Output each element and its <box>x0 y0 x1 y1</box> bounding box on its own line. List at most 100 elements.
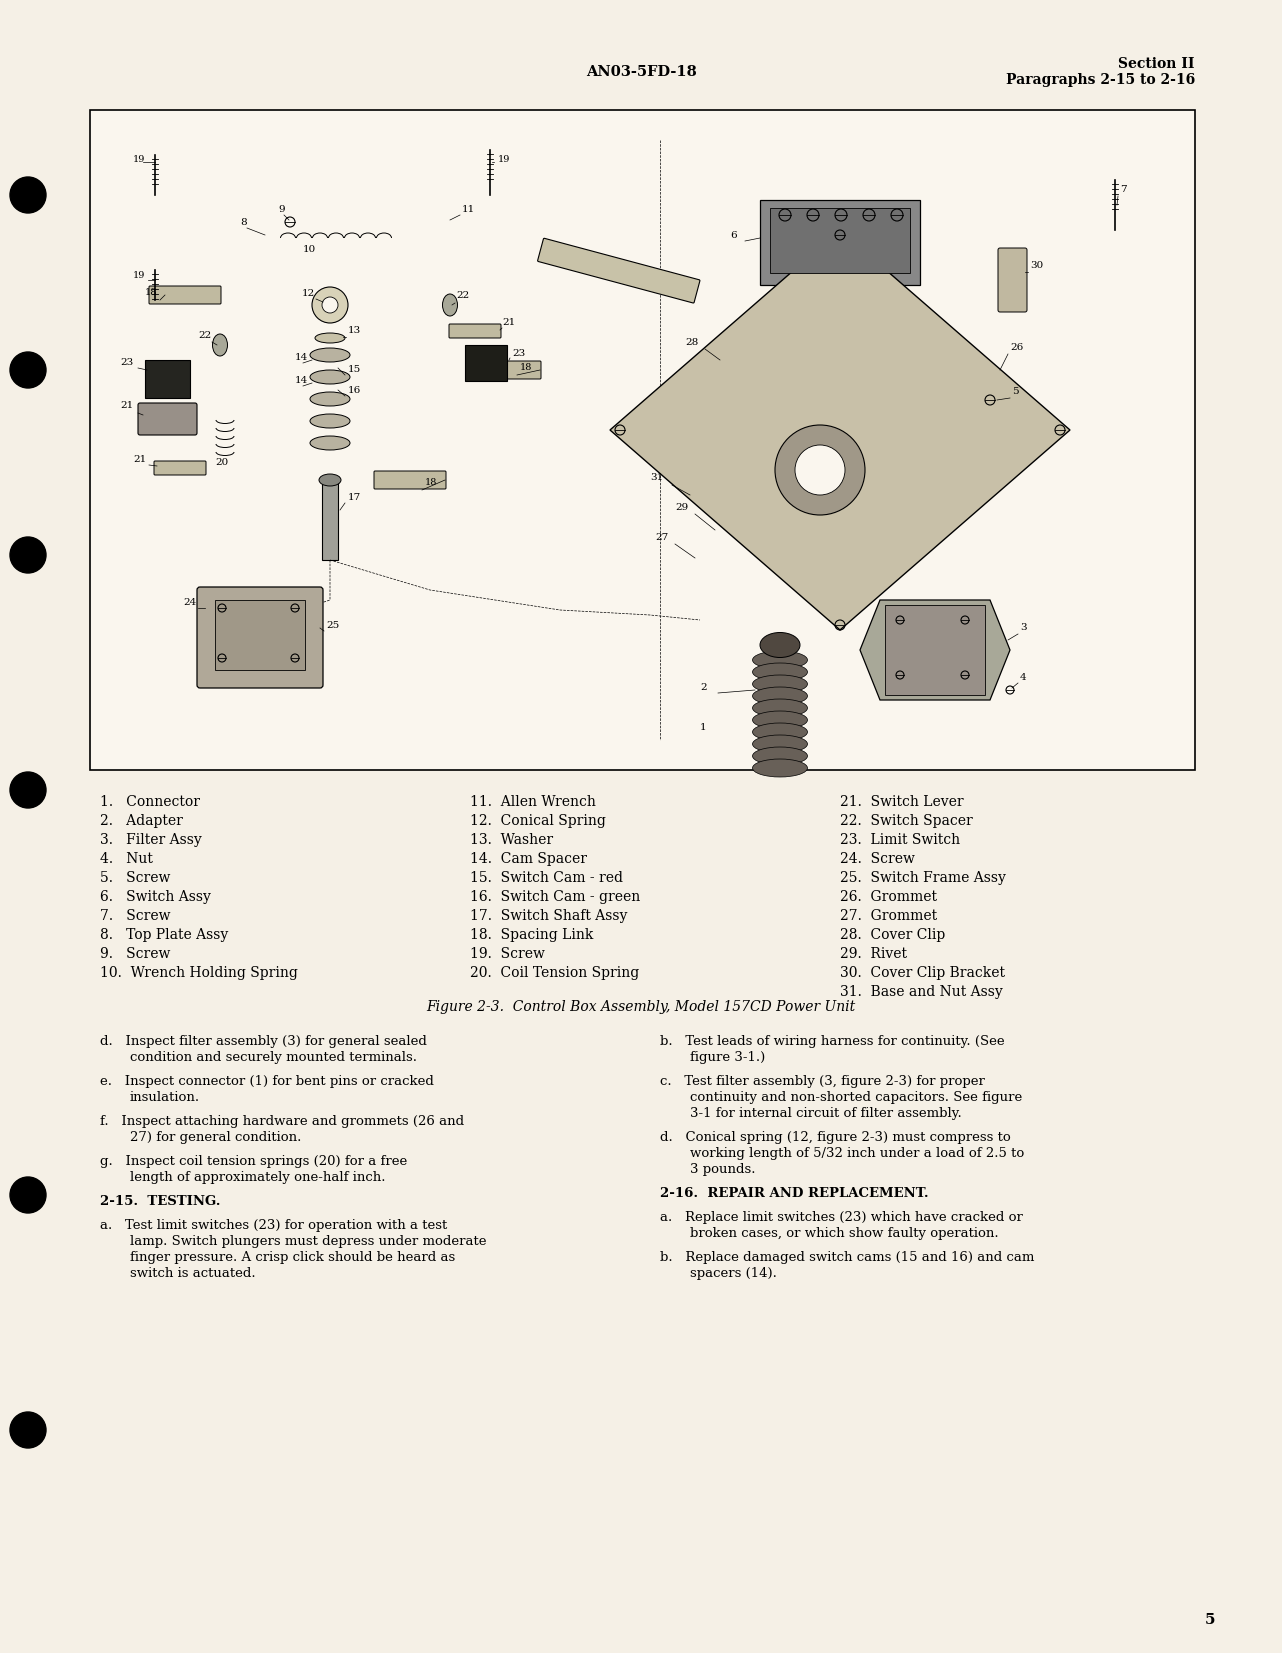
Text: 26.  Grommet: 26. Grommet <box>840 889 937 904</box>
Text: 2-15.  TESTING.: 2-15. TESTING. <box>100 1195 221 1208</box>
Circle shape <box>10 537 46 574</box>
Text: 23: 23 <box>121 359 133 367</box>
Text: working length of 5/32 inch under a load of 2.5 to: working length of 5/32 inch under a load… <box>690 1147 1024 1160</box>
Text: 20: 20 <box>215 458 228 468</box>
Text: 15.  Switch Cam - red: 15. Switch Cam - red <box>470 871 623 884</box>
Text: 20.  Coil Tension Spring: 20. Coil Tension Spring <box>470 965 640 980</box>
Text: 15: 15 <box>347 365 362 374</box>
Text: 22.  Switch Spacer: 22. Switch Spacer <box>840 813 973 828</box>
Ellipse shape <box>753 651 808 669</box>
Text: 11: 11 <box>462 205 476 213</box>
Polygon shape <box>610 230 1070 630</box>
Text: 29: 29 <box>676 503 688 512</box>
Circle shape <box>10 772 46 808</box>
Text: 19: 19 <box>497 155 510 164</box>
Text: 28.  Cover Clip: 28. Cover Clip <box>840 927 945 942</box>
Text: 16: 16 <box>347 387 362 395</box>
Text: b.   Replace damaged switch cams (15 and 16) and cam: b. Replace damaged switch cams (15 and 1… <box>660 1251 1035 1265</box>
Text: AN03-5FD-18: AN03-5FD-18 <box>586 64 696 79</box>
Text: 19.  Screw: 19. Screw <box>470 947 545 960</box>
Text: 22: 22 <box>456 291 469 299</box>
Text: 31: 31 <box>650 473 663 483</box>
Ellipse shape <box>213 334 227 355</box>
Ellipse shape <box>753 711 808 729</box>
Text: d.   Conical spring (12, figure 2-3) must compress to: d. Conical spring (12, figure 2-3) must … <box>660 1131 1010 1144</box>
Ellipse shape <box>760 633 800 658</box>
Ellipse shape <box>753 674 808 693</box>
Text: Section II: Section II <box>1118 56 1195 71</box>
Text: Paragraphs 2-15 to 2-16: Paragraphs 2-15 to 2-16 <box>1006 73 1195 88</box>
Text: 4.   Nut: 4. Nut <box>100 851 153 866</box>
FancyBboxPatch shape <box>154 461 206 474</box>
Text: 18: 18 <box>520 364 532 372</box>
Text: lamp. Switch plungers must depress under moderate: lamp. Switch plungers must depress under… <box>129 1235 486 1248</box>
Text: 2.   Adapter: 2. Adapter <box>100 813 183 828</box>
Text: 14: 14 <box>295 354 308 362</box>
Ellipse shape <box>753 699 808 717</box>
Bar <box>770 208 910 273</box>
FancyBboxPatch shape <box>197 587 323 688</box>
Text: 3.   Filter Assy: 3. Filter Assy <box>100 833 201 846</box>
Text: 21.  Switch Lever: 21. Switch Lever <box>840 795 964 808</box>
Ellipse shape <box>310 370 350 383</box>
Text: a.   Test limit switches (23) for operation with a test: a. Test limit switches (23) for operatio… <box>100 1218 447 1231</box>
Text: Figure 2-3.  Control Box Assembly, Model 157CD Power Unit: Figure 2-3. Control Box Assembly, Model … <box>427 1000 855 1013</box>
Text: 12: 12 <box>303 289 315 298</box>
Text: 9.   Screw: 9. Screw <box>100 947 171 960</box>
Text: 30.  Cover Clip Bracket: 30. Cover Clip Bracket <box>840 965 1005 980</box>
Text: 28: 28 <box>685 337 699 347</box>
FancyBboxPatch shape <box>537 238 700 302</box>
Ellipse shape <box>310 349 350 362</box>
FancyBboxPatch shape <box>138 403 197 435</box>
Text: 23: 23 <box>512 349 526 359</box>
Text: 12.  Conical Spring: 12. Conical Spring <box>470 813 606 828</box>
Text: 17.  Switch Shaft Assy: 17. Switch Shaft Assy <box>470 909 627 922</box>
Ellipse shape <box>753 663 808 681</box>
Bar <box>760 200 920 284</box>
Ellipse shape <box>753 747 808 765</box>
Text: 25.  Switch Frame Assy: 25. Switch Frame Assy <box>840 871 1006 884</box>
Ellipse shape <box>753 688 808 704</box>
Text: switch is actuated.: switch is actuated. <box>129 1266 255 1279</box>
Ellipse shape <box>442 294 458 316</box>
Text: 14.  Cam Spacer: 14. Cam Spacer <box>470 851 587 866</box>
Text: 11.  Allen Wrench: 11. Allen Wrench <box>470 795 596 808</box>
Text: 21: 21 <box>121 402 133 410</box>
FancyBboxPatch shape <box>149 286 221 304</box>
Circle shape <box>10 1177 46 1213</box>
Text: 10: 10 <box>303 245 317 255</box>
Text: spacers (14).: spacers (14). <box>690 1266 777 1279</box>
Text: f.   Inspect attaching hardware and grommets (26 and: f. Inspect attaching hardware and gromme… <box>100 1116 464 1127</box>
Text: 19: 19 <box>133 155 145 164</box>
Ellipse shape <box>310 392 350 407</box>
Ellipse shape <box>310 413 350 428</box>
Text: 6.   Switch Assy: 6. Switch Assy <box>100 889 210 904</box>
Text: 6: 6 <box>729 231 737 240</box>
Text: 14: 14 <box>295 375 308 385</box>
Text: 21: 21 <box>503 317 515 327</box>
Text: 1: 1 <box>700 722 706 732</box>
Text: finger pressure. A crisp click should be heard as: finger pressure. A crisp click should be… <box>129 1251 455 1265</box>
Text: 23.  Limit Switch: 23. Limit Switch <box>840 833 960 846</box>
Text: g.   Inspect coil tension springs (20) for a free: g. Inspect coil tension springs (20) for… <box>100 1155 408 1169</box>
Circle shape <box>10 1412 46 1448</box>
Text: 13.  Washer: 13. Washer <box>470 833 553 846</box>
Text: 29.  Rivet: 29. Rivet <box>840 947 906 960</box>
Text: 21: 21 <box>133 455 146 464</box>
Text: 7: 7 <box>1120 185 1127 193</box>
Text: figure 3-1.): figure 3-1.) <box>690 1051 765 1065</box>
Bar <box>90 111 1195 770</box>
Text: 8.   Top Plate Assy: 8. Top Plate Assy <box>100 927 228 942</box>
Text: 3-1 for internal circuit of filter assembly.: 3-1 for internal circuit of filter assem… <box>690 1108 962 1121</box>
Text: 27.  Grommet: 27. Grommet <box>840 909 937 922</box>
Text: 1.   Connector: 1. Connector <box>100 795 200 808</box>
Text: 2: 2 <box>700 683 706 693</box>
Polygon shape <box>860 600 1010 699</box>
Circle shape <box>322 298 338 312</box>
Text: 9: 9 <box>278 205 285 213</box>
Text: 5: 5 <box>1011 387 1019 397</box>
Text: 13: 13 <box>347 326 362 336</box>
Circle shape <box>10 352 46 388</box>
Text: 17: 17 <box>347 493 362 503</box>
Text: 24: 24 <box>183 598 196 607</box>
